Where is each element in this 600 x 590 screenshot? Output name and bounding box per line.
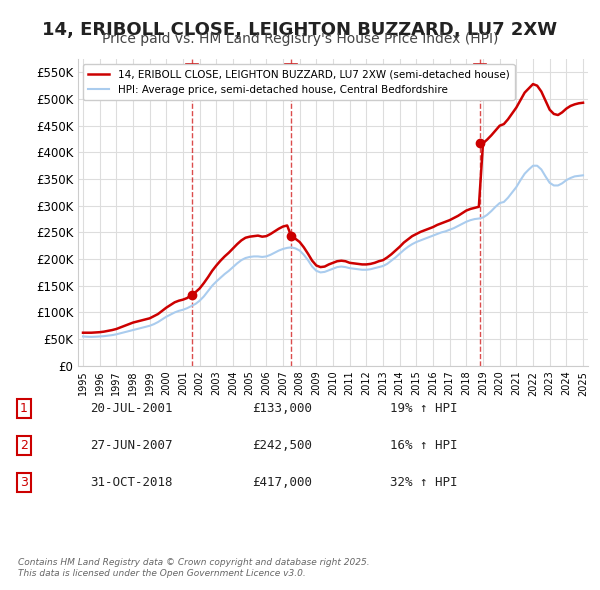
Text: £417,000: £417,000 [252, 476, 312, 489]
Text: 16% ↑ HPI: 16% ↑ HPI [390, 439, 458, 452]
Legend: 14, ERIBOLL CLOSE, LEIGHTON BUZZARD, LU7 2XW (semi-detached house), HPI: Average: 14, ERIBOLL CLOSE, LEIGHTON BUZZARD, LU7… [83, 64, 515, 100]
Text: 19% ↑ HPI: 19% ↑ HPI [390, 402, 458, 415]
Text: 14, ERIBOLL CLOSE, LEIGHTON BUZZARD, LU7 2XW: 14, ERIBOLL CLOSE, LEIGHTON BUZZARD, LU7… [43, 21, 557, 39]
Text: 3: 3 [20, 476, 28, 489]
Text: Price paid vs. HM Land Registry's House Price Index (HPI): Price paid vs. HM Land Registry's House … [102, 32, 498, 47]
Text: 31-OCT-2018: 31-OCT-2018 [90, 476, 173, 489]
Text: 20-JUL-2001: 20-JUL-2001 [90, 402, 173, 415]
Text: 2: 2 [287, 66, 295, 76]
Text: 27-JUN-2007: 27-JUN-2007 [90, 439, 173, 452]
Text: £242,500: £242,500 [252, 439, 312, 452]
Text: 3: 3 [476, 66, 484, 76]
Text: 2: 2 [20, 439, 28, 452]
Text: £133,000: £133,000 [252, 402, 312, 415]
Text: 32% ↑ HPI: 32% ↑ HPI [390, 476, 458, 489]
Text: 1: 1 [20, 402, 28, 415]
Text: Contains HM Land Registry data © Crown copyright and database right 2025.
This d: Contains HM Land Registry data © Crown c… [18, 558, 370, 578]
Text: 1: 1 [188, 66, 196, 76]
